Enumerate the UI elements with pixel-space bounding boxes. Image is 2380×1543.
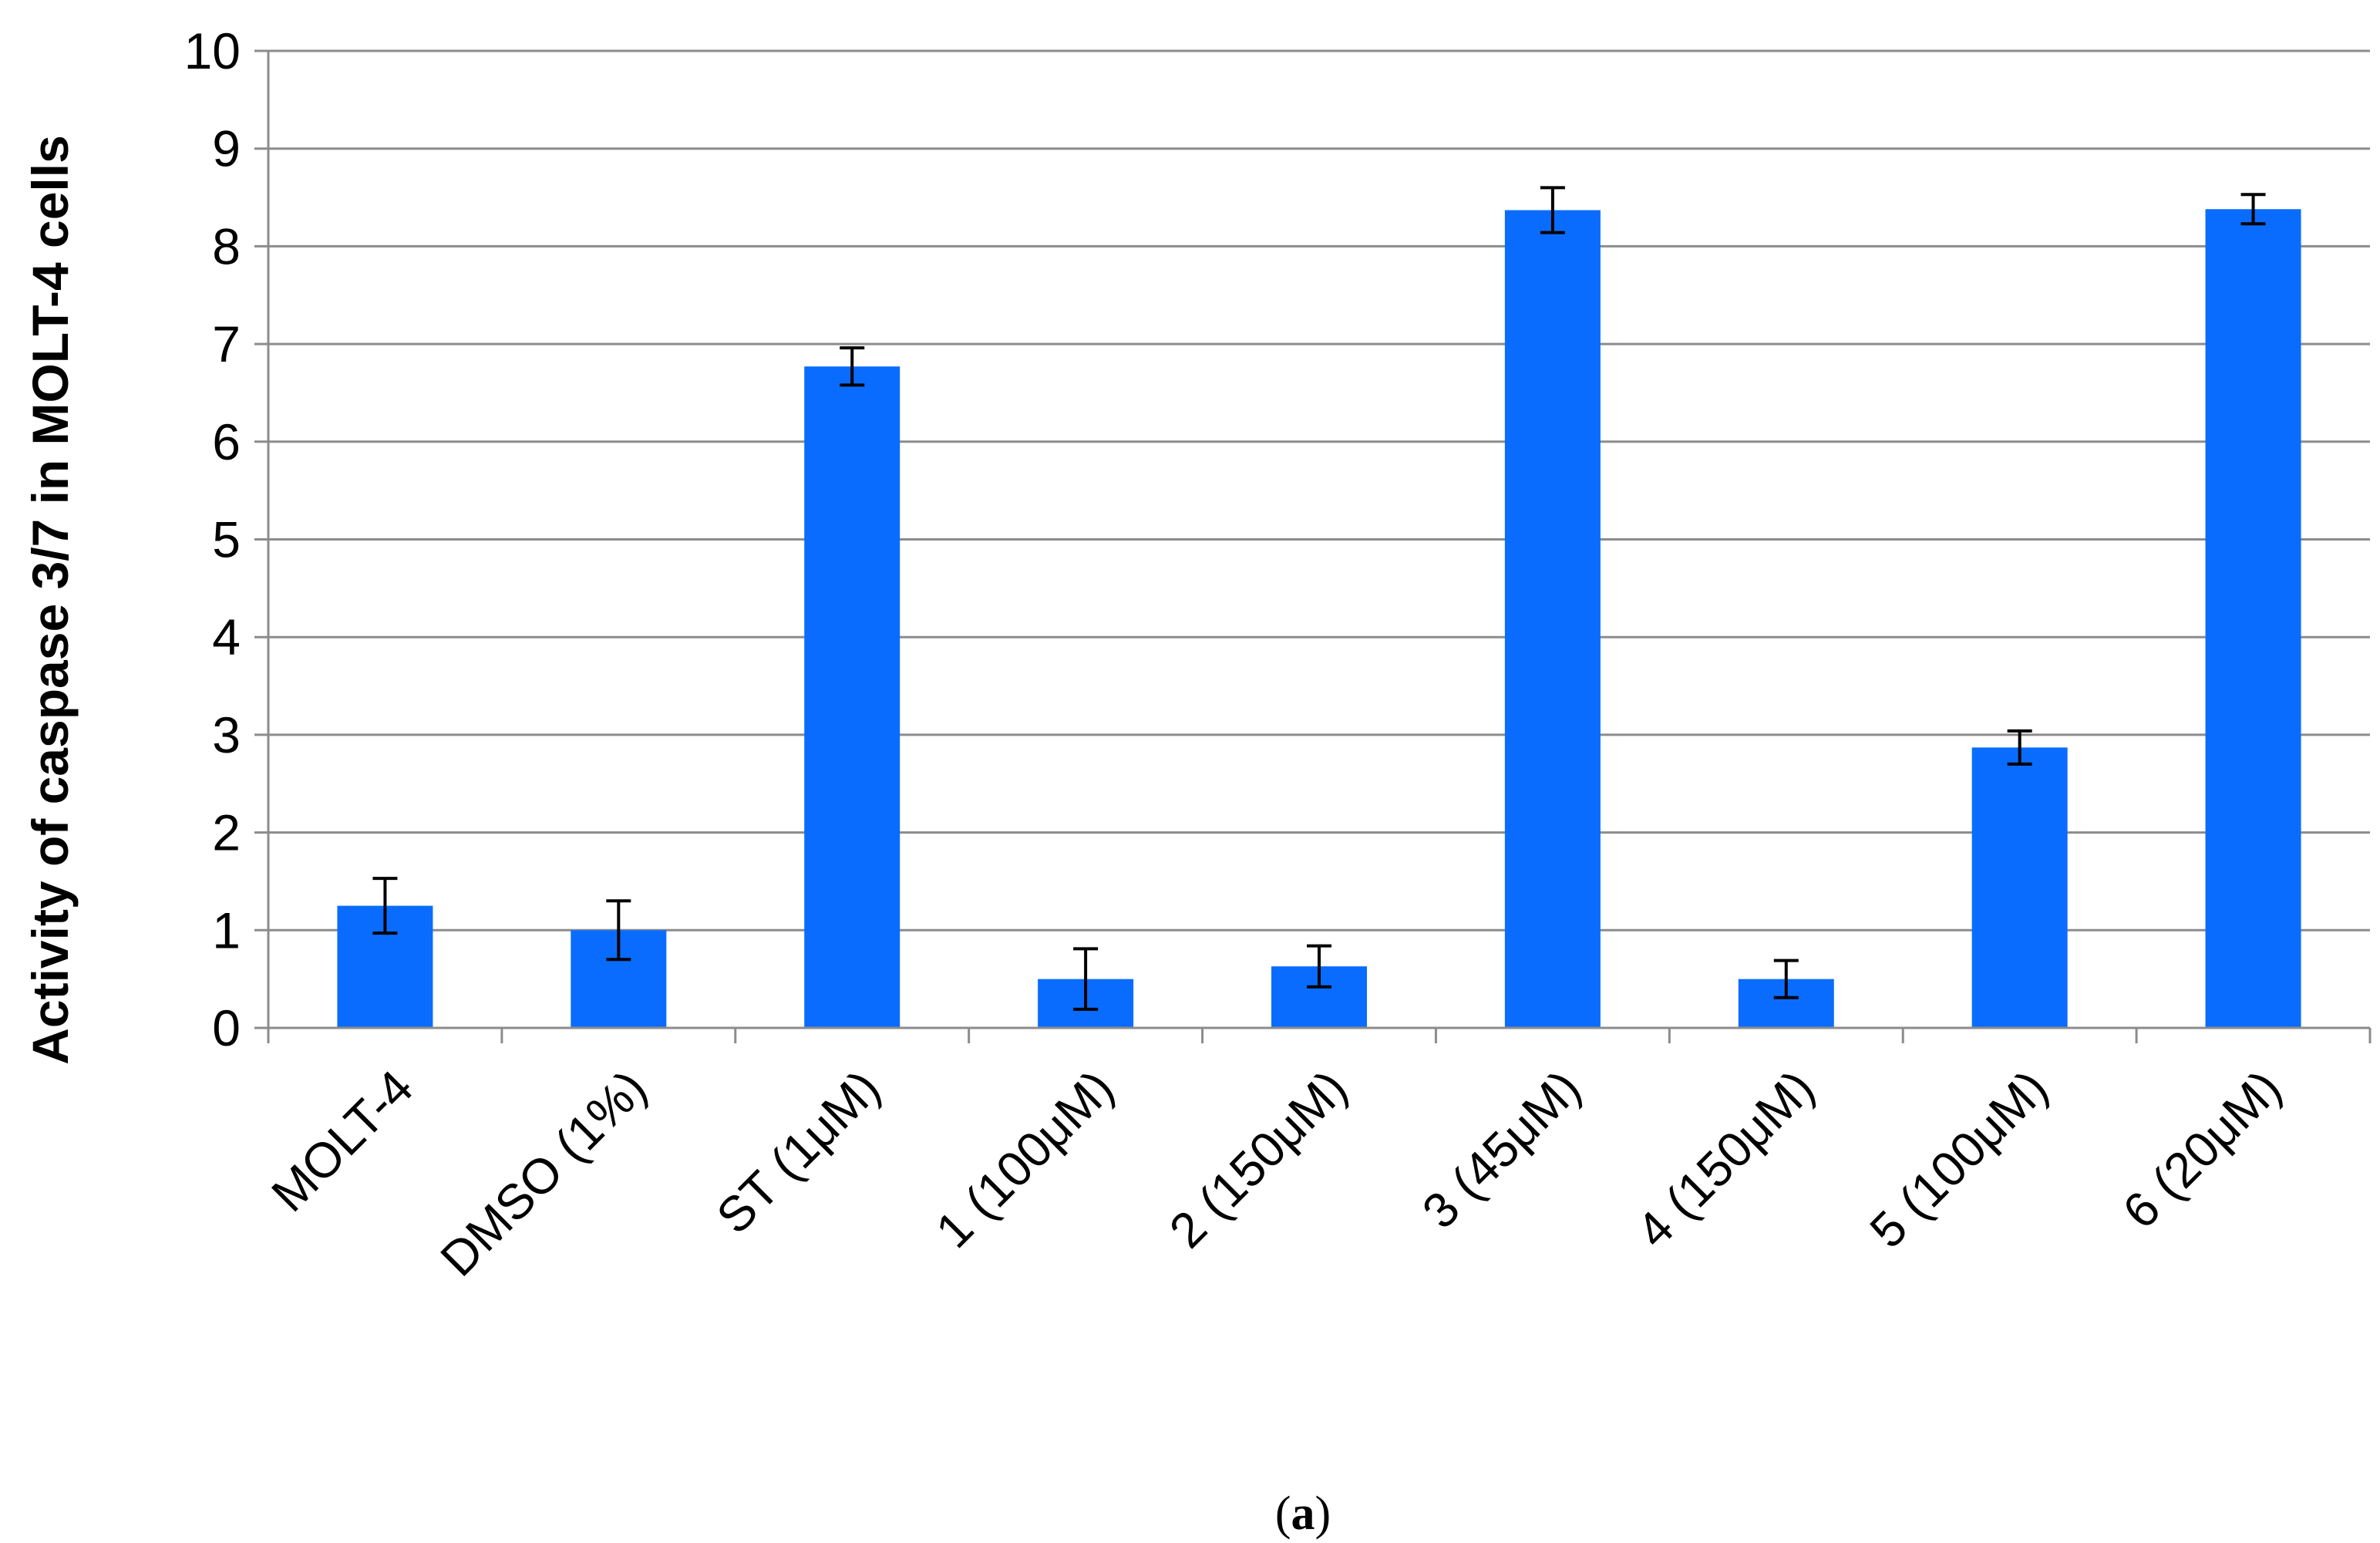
y-tick-label: 5 bbox=[212, 511, 241, 568]
caption-close: ) bbox=[1315, 1487, 1331, 1540]
figure-caption: (a) bbox=[1275, 1487, 1331, 1540]
x-tick-label: 2 (150μM) bbox=[1159, 1060, 1358, 1258]
x-tick-label: MOLT-4 bbox=[261, 1060, 423, 1222]
x-tick-label: 5 (100μM) bbox=[1859, 1060, 2058, 1258]
error-bars bbox=[372, 186, 2266, 1011]
gridlines bbox=[268, 49, 2370, 932]
x-tick-label: 1 (100μM) bbox=[925, 1060, 1124, 1258]
caption-open: ( bbox=[1275, 1487, 1291, 1540]
x-tick-label: 3 (45μM) bbox=[1412, 1060, 1591, 1239]
y-tick-label: 9 bbox=[212, 120, 241, 177]
x-tick-label: 4 (150μM) bbox=[1626, 1060, 1825, 1258]
bar bbox=[2205, 209, 2301, 1028]
y-tick-label: 1 bbox=[212, 901, 241, 958]
y-tick-label: 3 bbox=[212, 706, 241, 763]
y-tick-label: 2 bbox=[212, 804, 241, 861]
bar bbox=[1504, 210, 1601, 1028]
y-tick-label: 4 bbox=[212, 608, 241, 665]
bar bbox=[1971, 747, 2068, 1028]
y-tick-label: 6 bbox=[212, 413, 241, 470]
y-axis-label: Activity of caspase 3/7 in MOLT-4 cells bbox=[22, 135, 79, 1065]
y-tick-label: 8 bbox=[212, 217, 241, 275]
x-tick-label: DMSO (1%) bbox=[429, 1060, 657, 1287]
x-tick-label: ST (1μM) bbox=[706, 1060, 891, 1245]
axes bbox=[254, 49, 2372, 1043]
y-tick-labels: 0 1 2 3 4 5 6 7 8 9 10 bbox=[184, 22, 241, 1056]
bars bbox=[337, 209, 2301, 1029]
y-tick-label: 7 bbox=[212, 315, 241, 372]
x-tick-label: 6 (20μM) bbox=[2112, 1060, 2292, 1239]
x-tick-labels: MOLT-4 DMSO (1%) ST (1μM) 1 (100μM) 2 (150μM… bbox=[261, 1060, 2291, 1287]
bar bbox=[804, 366, 900, 1029]
caption-letter: a bbox=[1291, 1487, 1315, 1540]
y-tick-label: 0 bbox=[212, 999, 241, 1056]
y-tick-label: 10 bbox=[184, 22, 241, 79]
